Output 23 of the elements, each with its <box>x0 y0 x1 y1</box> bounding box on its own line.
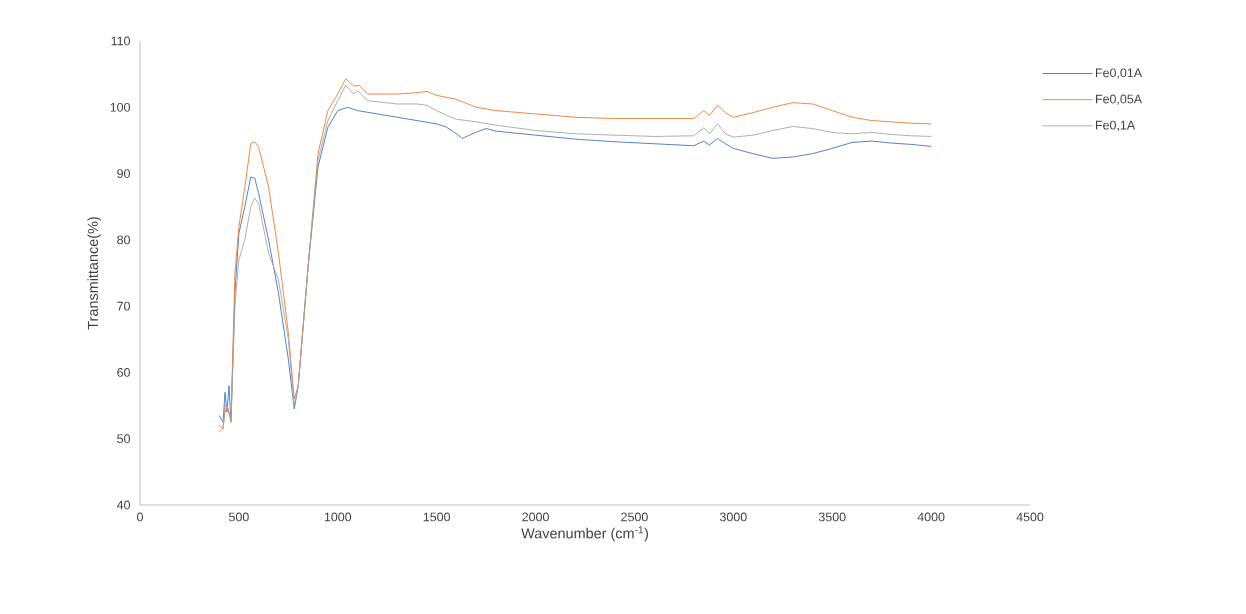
y-tick-label: 60 <box>117 368 130 377</box>
y-tick-label: 110 <box>111 36 130 46</box>
y-tick-label: 100 <box>110 102 130 112</box>
x-tick-label: 3000 <box>719 512 747 522</box>
legend-label: Fe0,05A <box>1096 94 1143 105</box>
y-tick-label: 80 <box>117 235 130 245</box>
legend-label: Fe0,1A <box>1096 120 1136 132</box>
x-tick-label: 1500 <box>423 512 451 522</box>
x-tick-label: 500 <box>229 512 249 522</box>
x-tick-label: 0 <box>137 512 143 522</box>
x-tick-label: 2000 <box>522 512 549 522</box>
x-tick-label: 4500 <box>1016 512 1044 522</box>
legend-label: Fe0,01A <box>1096 68 1143 79</box>
y-tick-label: 40 <box>116 500 130 510</box>
y-tick-label: 70 <box>117 301 130 311</box>
x-tick-label: 3500 <box>818 512 846 522</box>
y-tick-label: 90 <box>117 169 130 178</box>
y-axis-title: Transmittance(%) <box>87 217 101 330</box>
x-tick-label: 4000 <box>917 512 945 522</box>
x-axis-title: Wavenumber (cm$^{-1}$) <box>521 526 648 542</box>
x-tick-label: 2500 <box>621 512 648 522</box>
y-tick-label: 50 <box>117 434 130 444</box>
x-tick-label: 1000 <box>324 512 352 522</box>
